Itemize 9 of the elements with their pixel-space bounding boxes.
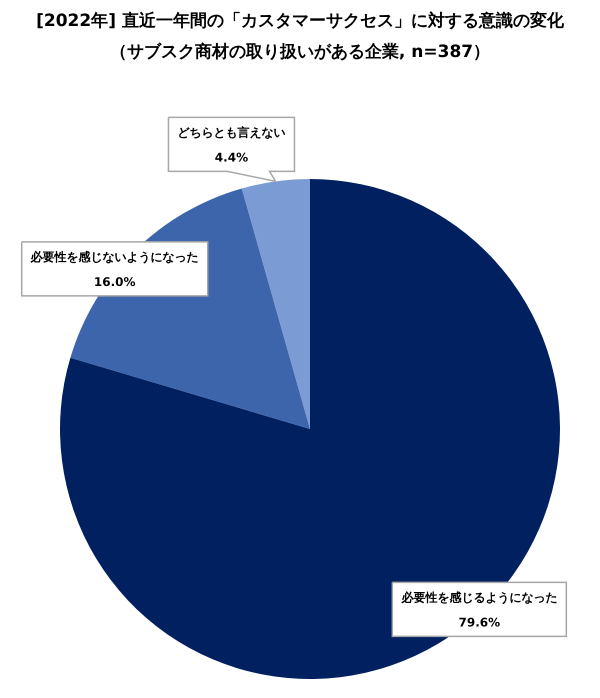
slice-label: どちらとも言えない — [177, 125, 286, 140]
data-label: 79.6% — [458, 615, 500, 630]
data-label: 4.4% — [214, 150, 248, 164]
slice-label: 必要性を感じるようになった — [400, 590, 558, 604]
slice-label: 必要性を感じないようになった — [30, 250, 199, 264]
chart-title: [2022年] 直近一年間の「カスタマーサクセス」に対する意識の変化 — [36, 11, 565, 31]
data-label: 16.0% — [94, 274, 136, 289]
chart-subtitle: （サブスク商材の取り扱いがある企業, n=387） — [110, 42, 490, 62]
pie-slice — [242, 179, 310, 429]
